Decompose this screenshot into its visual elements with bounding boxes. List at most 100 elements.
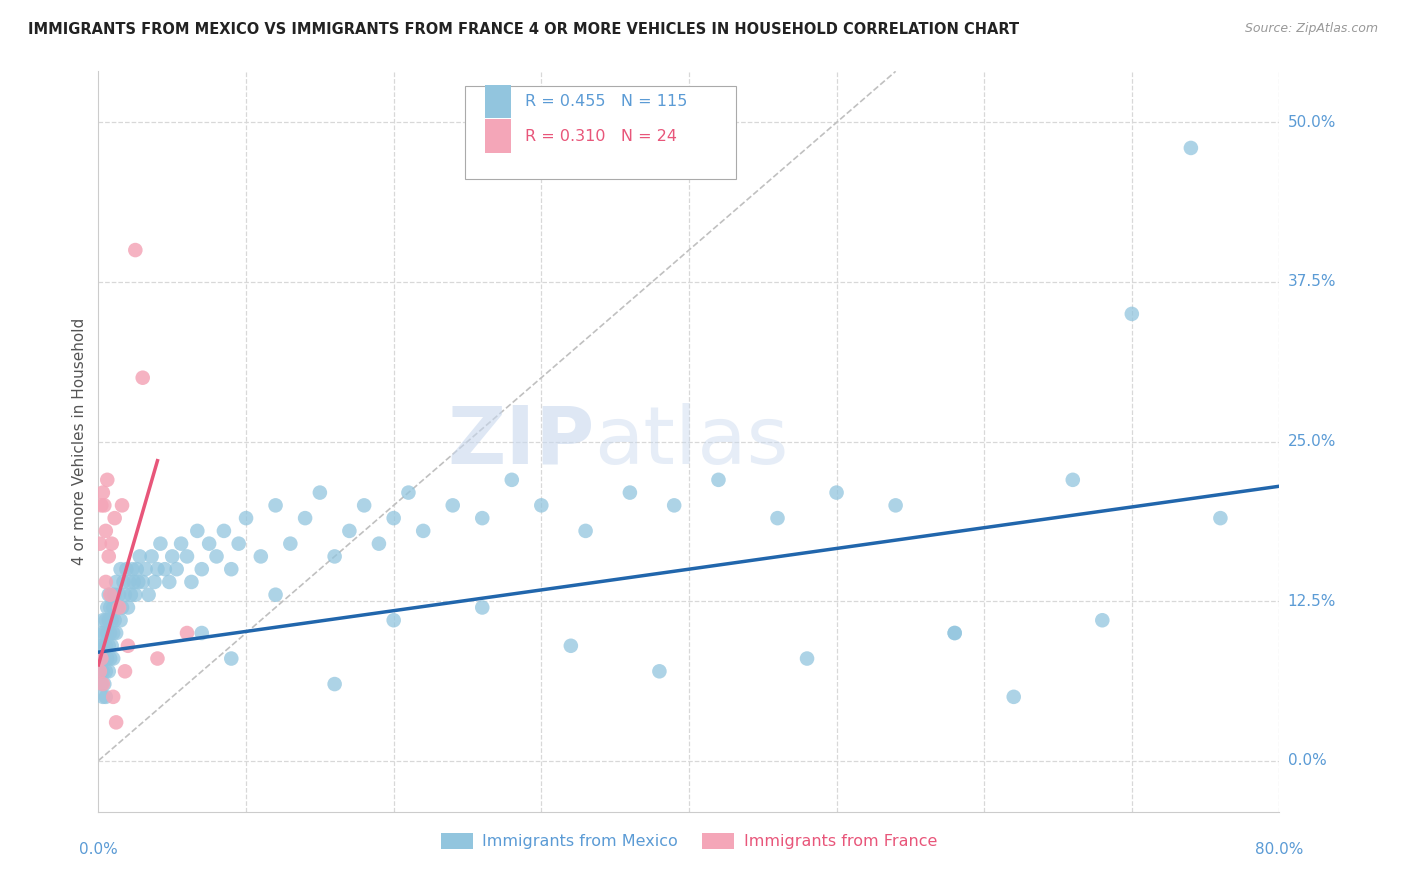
Point bbox=[110, 613, 132, 627]
Point bbox=[943, 626, 966, 640]
Point bbox=[471, 600, 494, 615]
Point bbox=[441, 499, 464, 513]
Point bbox=[103, 600, 125, 615]
Point bbox=[143, 574, 166, 589]
Point bbox=[530, 499, 553, 513]
Point bbox=[1121, 307, 1143, 321]
Point bbox=[560, 639, 582, 653]
Point bbox=[108, 588, 131, 602]
Point bbox=[368, 536, 391, 550]
Point bbox=[94, 574, 117, 589]
Point bbox=[93, 677, 115, 691]
Point bbox=[100, 639, 122, 653]
Point bbox=[132, 574, 155, 589]
Point bbox=[103, 690, 125, 704]
Point bbox=[115, 562, 138, 576]
Point bbox=[91, 613, 114, 627]
Point bbox=[104, 588, 127, 602]
Point bbox=[221, 562, 243, 576]
Point bbox=[124, 588, 146, 602]
Point bbox=[125, 562, 148, 576]
Point bbox=[89, 665, 111, 679]
Point bbox=[91, 665, 114, 679]
Text: 80.0%: 80.0% bbox=[1256, 842, 1303, 857]
Point bbox=[94, 613, 117, 627]
Point bbox=[97, 613, 120, 627]
Point bbox=[93, 626, 115, 640]
Point bbox=[382, 511, 405, 525]
Point bbox=[176, 626, 198, 640]
Point bbox=[114, 588, 136, 602]
Text: Source: ZipAtlas.com: Source: ZipAtlas.com bbox=[1244, 22, 1378, 36]
Point bbox=[90, 651, 112, 665]
Point bbox=[105, 715, 128, 730]
Point bbox=[90, 677, 112, 691]
Point bbox=[766, 511, 789, 525]
Point bbox=[323, 677, 346, 691]
Point bbox=[1091, 613, 1114, 627]
Text: 25.0%: 25.0% bbox=[1288, 434, 1336, 449]
Point bbox=[124, 243, 146, 257]
Point bbox=[117, 600, 139, 615]
Point bbox=[191, 562, 214, 576]
Point bbox=[90, 499, 112, 513]
Point bbox=[280, 536, 302, 550]
Point bbox=[180, 574, 202, 589]
Point bbox=[122, 574, 145, 589]
Point bbox=[104, 511, 127, 525]
Point bbox=[94, 639, 117, 653]
Point bbox=[943, 626, 966, 640]
Point bbox=[309, 485, 332, 500]
FancyBboxPatch shape bbox=[485, 85, 510, 118]
Point bbox=[170, 536, 193, 550]
FancyBboxPatch shape bbox=[464, 87, 737, 178]
Point bbox=[100, 613, 122, 627]
Point bbox=[103, 626, 125, 640]
Point bbox=[176, 549, 198, 564]
Point bbox=[117, 639, 139, 653]
Point bbox=[132, 370, 155, 384]
Point bbox=[90, 651, 112, 665]
Text: R = 0.310   N = 24: R = 0.310 N = 24 bbox=[524, 128, 676, 144]
Point bbox=[141, 549, 163, 564]
Point bbox=[121, 562, 143, 576]
Y-axis label: 4 or more Vehicles in Household: 4 or more Vehicles in Household bbox=[72, 318, 87, 566]
Point bbox=[100, 588, 122, 602]
Point bbox=[398, 485, 420, 500]
Point bbox=[96, 473, 118, 487]
Point bbox=[264, 499, 287, 513]
Point bbox=[250, 549, 273, 564]
Point bbox=[110, 562, 132, 576]
Point bbox=[112, 574, 135, 589]
Text: IMMIGRANTS FROM MEXICO VS IMMIGRANTS FROM FRANCE 4 OR MORE VEHICLES IN HOUSEHOLD: IMMIGRANTS FROM MEXICO VS IMMIGRANTS FRO… bbox=[28, 22, 1019, 37]
Point bbox=[93, 651, 115, 665]
Point bbox=[104, 613, 127, 627]
Point bbox=[1062, 473, 1084, 487]
Point bbox=[89, 665, 111, 679]
Point bbox=[138, 588, 160, 602]
Point bbox=[228, 536, 250, 550]
Point bbox=[205, 549, 228, 564]
Point bbox=[120, 588, 142, 602]
Point bbox=[94, 690, 117, 704]
Point bbox=[221, 651, 243, 665]
Point bbox=[91, 639, 114, 653]
Point bbox=[707, 473, 730, 487]
Point bbox=[98, 600, 121, 615]
Point bbox=[353, 499, 375, 513]
Point bbox=[93, 499, 115, 513]
Point bbox=[294, 511, 316, 525]
Point bbox=[471, 511, 494, 525]
Point bbox=[91, 485, 114, 500]
Text: 0.0%: 0.0% bbox=[1288, 753, 1326, 768]
Point bbox=[146, 651, 169, 665]
Point bbox=[264, 588, 287, 602]
Point bbox=[105, 574, 128, 589]
Point bbox=[1180, 141, 1202, 155]
Point bbox=[91, 690, 114, 704]
Point bbox=[97, 549, 120, 564]
Point bbox=[162, 549, 183, 564]
Point bbox=[198, 536, 221, 550]
Point bbox=[96, 600, 118, 615]
Point bbox=[149, 536, 172, 550]
